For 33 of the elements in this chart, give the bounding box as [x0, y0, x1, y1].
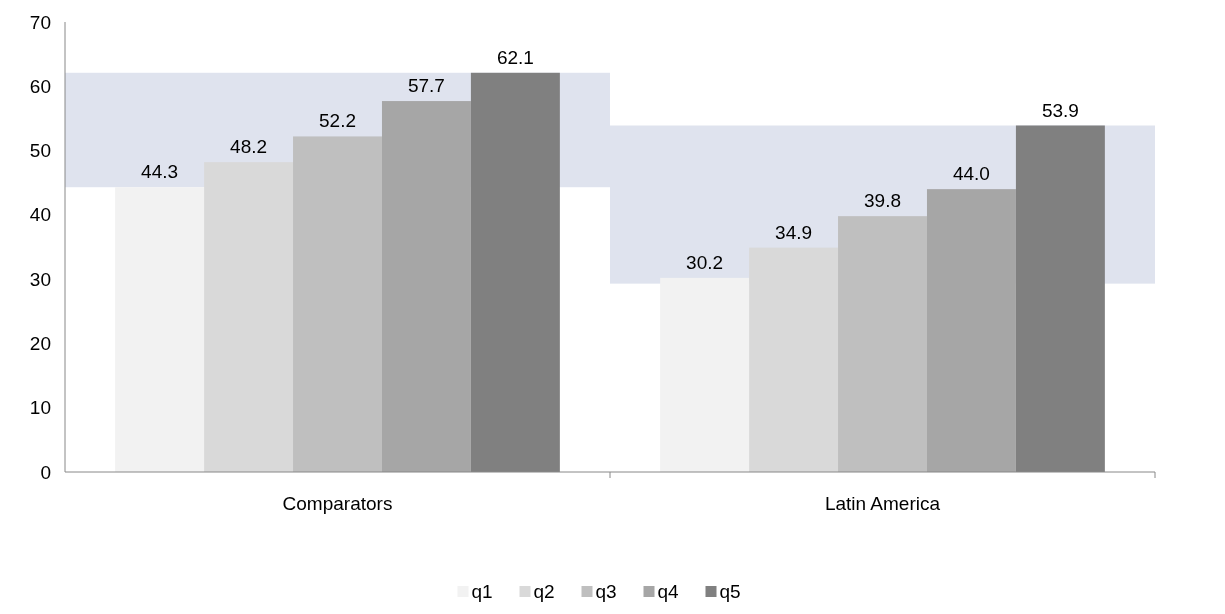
bar	[204, 162, 294, 472]
text: 52.2	[319, 110, 356, 132]
legend-label: q2	[533, 581, 555, 602]
bar	[660, 277, 750, 472]
legend-label: q5	[719, 581, 741, 602]
y-tick-label: 20	[29, 332, 51, 354]
y-tick-label: 40	[29, 204, 51, 226]
text: 30.2	[686, 251, 724, 273]
text: 44.3	[141, 161, 179, 183]
bar	[926, 189, 1016, 472]
text: 57.7	[407, 75, 445, 97]
bar	[115, 187, 205, 472]
bar	[838, 216, 927, 472]
y-tick-label: 60	[29, 75, 51, 97]
text: 39.8	[864, 190, 901, 212]
bar	[293, 136, 382, 472]
x-tick-label: Comparators	[282, 493, 393, 514]
bar	[381, 101, 471, 472]
y-tick-label: 50	[29, 140, 51, 162]
text: 48.2	[230, 136, 268, 158]
y-tick-label: 10	[29, 397, 51, 419]
y-tick-label: 0	[40, 461, 51, 483]
legend-label: q4	[657, 581, 680, 602]
y-tick-label: 30	[29, 268, 51, 290]
bar	[749, 247, 839, 472]
text: 34.9	[775, 221, 813, 243]
legend-label: q1	[471, 581, 493, 602]
x-tick-label: Latin America	[824, 493, 941, 514]
legend-label: q3	[595, 581, 617, 602]
text: 53.9	[1041, 99, 1079, 121]
text: 62.1	[496, 46, 534, 68]
y-tick-label: 70	[29, 11, 51, 33]
text: 44.0	[952, 163, 990, 185]
